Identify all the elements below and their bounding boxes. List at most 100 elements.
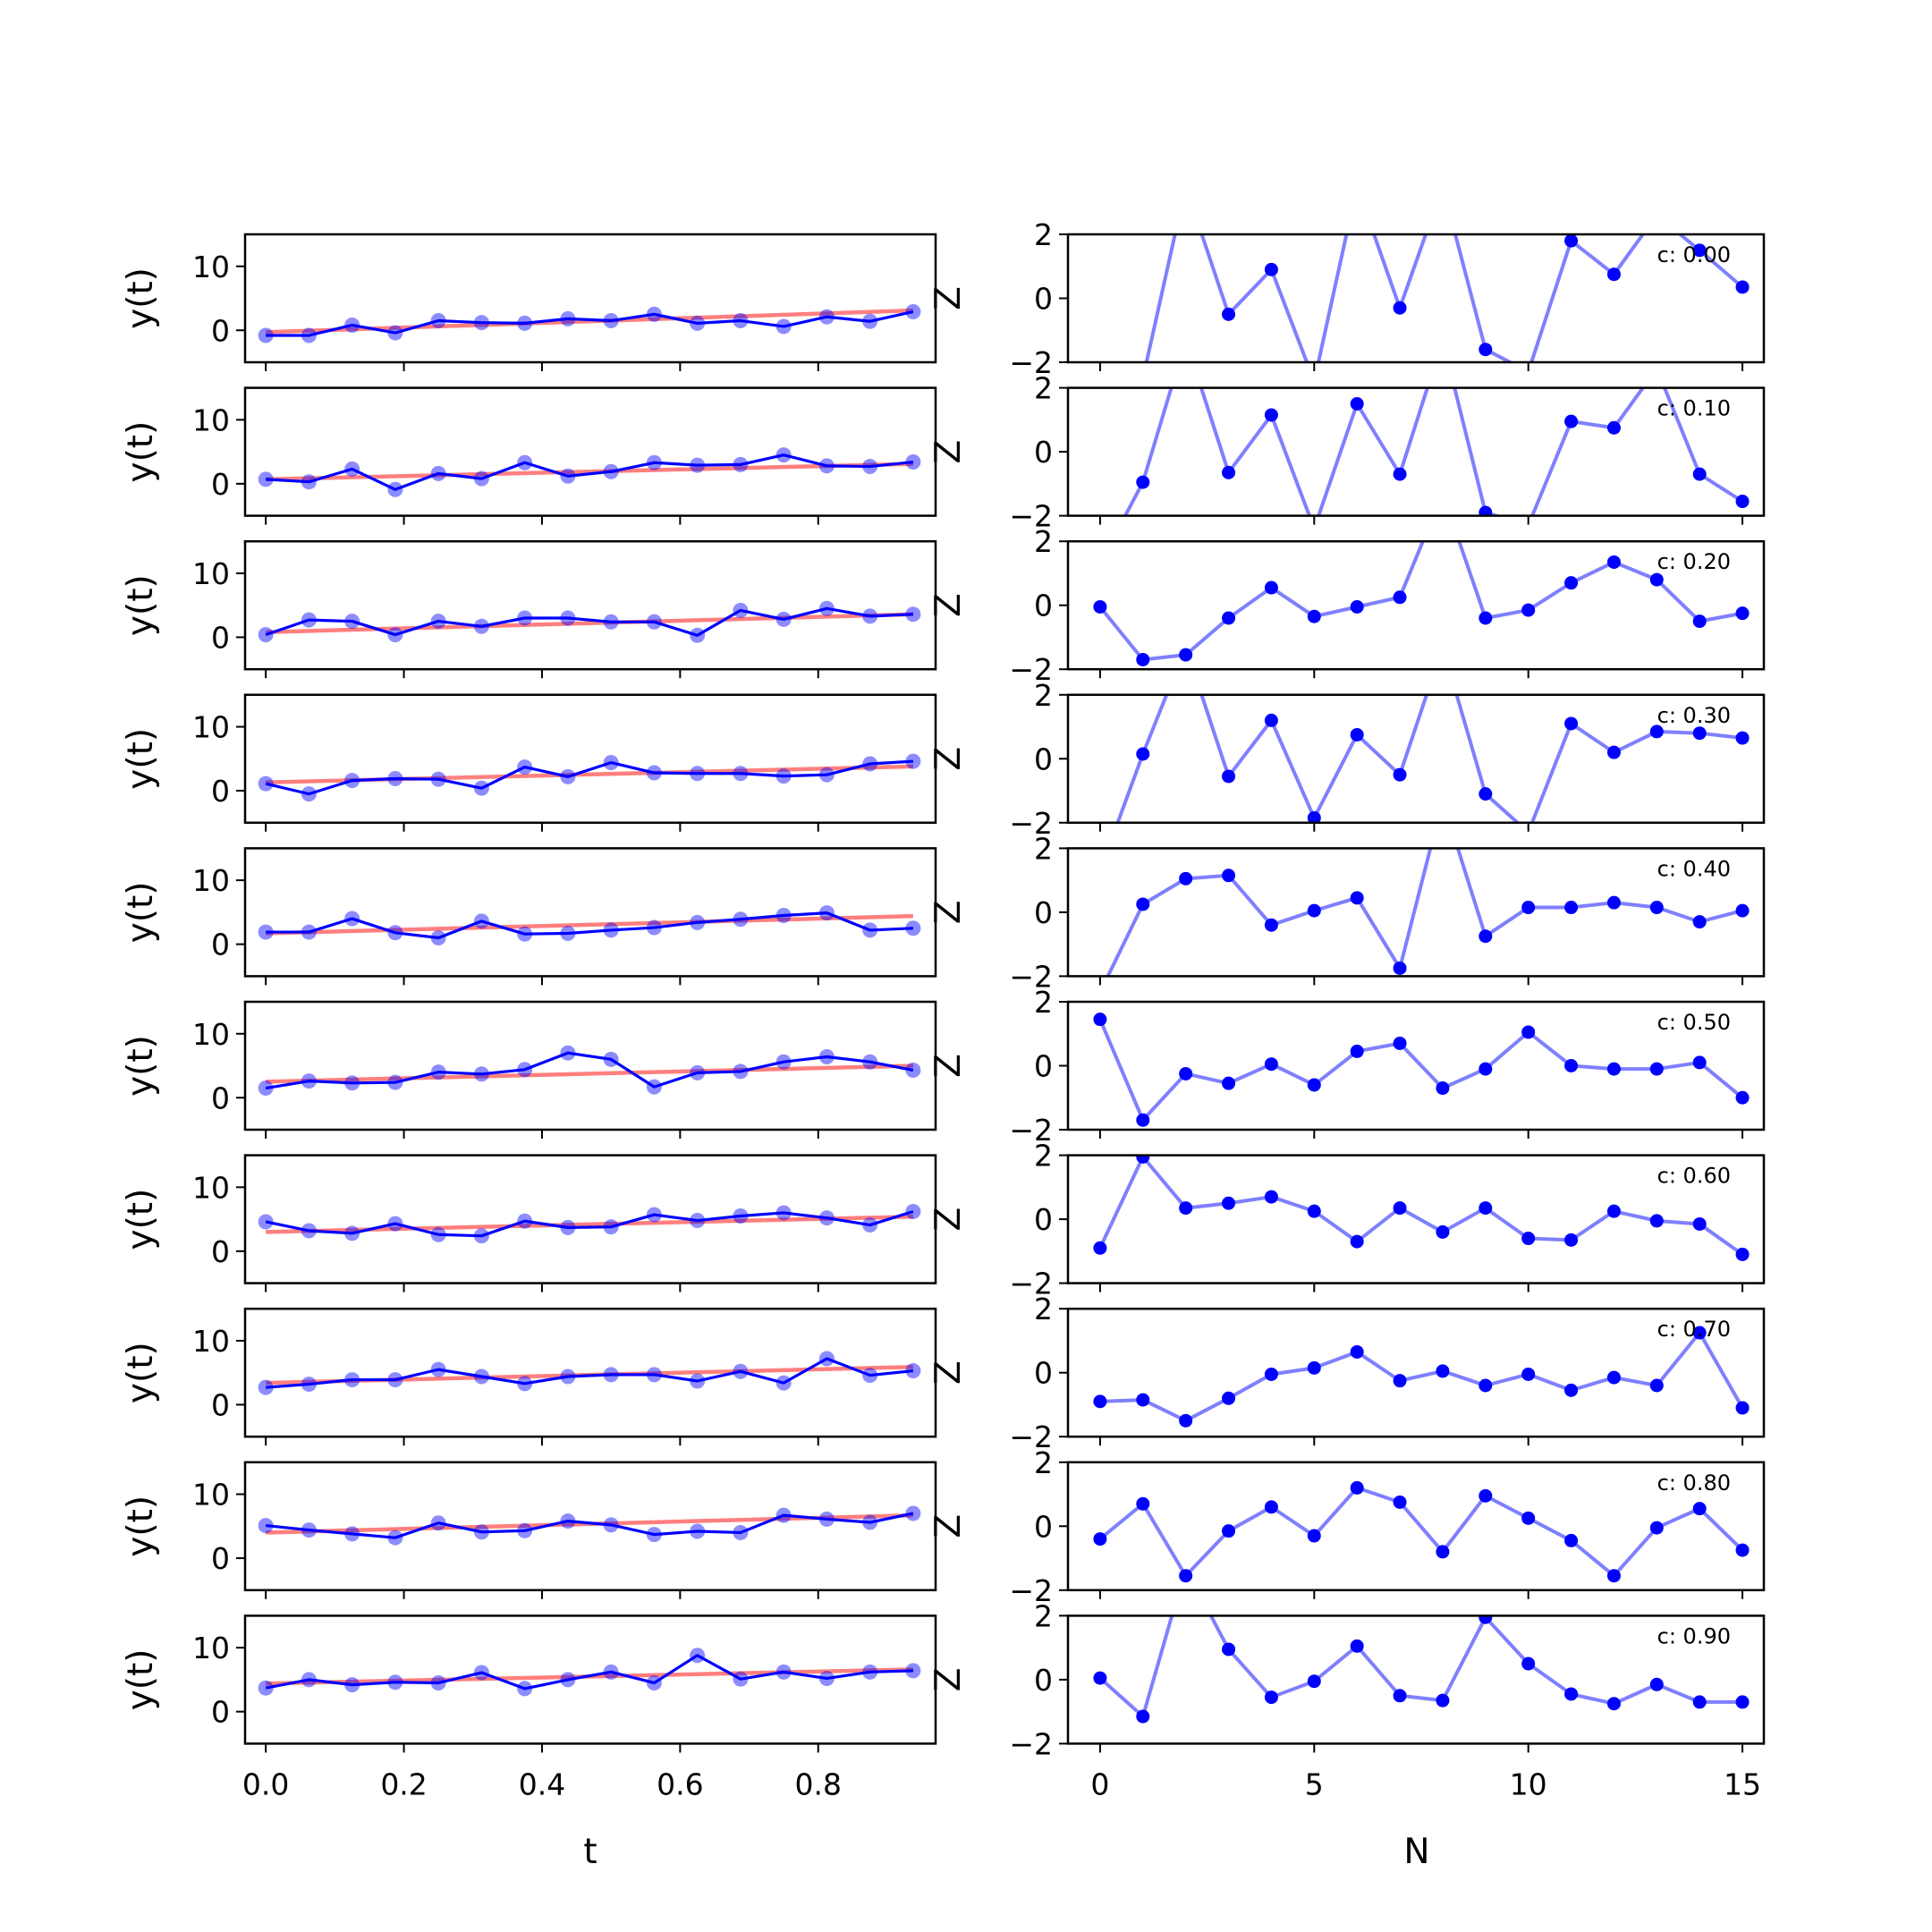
y-axis-label: Z <box>928 901 969 925</box>
right-panel: c: 0.90 −2 0 2 0 5 10 15 Z <box>928 1598 1766 1801</box>
residual-point <box>1093 557 1106 571</box>
residual-point <box>1179 1413 1193 1428</box>
y-axis-label: y(t) <box>121 1648 161 1710</box>
axes-frame <box>243 1307 937 1438</box>
residual-point <box>1393 301 1407 315</box>
residual-point <box>1350 396 1364 411</box>
y-tick-label: 0 <box>1034 1356 1053 1391</box>
left-panel: 0 10 y(t) <box>121 233 937 371</box>
axes-frame <box>243 386 937 517</box>
residual-point <box>1735 280 1750 294</box>
y-axis-label: y(t) <box>121 728 161 790</box>
residual-point <box>1222 1196 1236 1210</box>
subplot-grid: 0 10 y(t) c: 0.00 −2 0 2 Z 0 10 y(t) c: 0.10 −2 0 2 Z 0 1… <box>121 217 1766 1801</box>
residual-point <box>1606 895 1621 910</box>
right-panel: c: 0.40 −2 0 2 Z <box>928 831 1766 994</box>
residual-point <box>1393 961 1407 975</box>
residual-point <box>1093 1671 1107 1685</box>
left-panel: 0 10 y(t) <box>121 386 937 525</box>
residual-point <box>1606 267 1621 282</box>
y-tick-label: 10 <box>192 250 230 284</box>
residual-point <box>1179 1569 1193 1583</box>
residual-point <box>1692 915 1707 929</box>
residual-point <box>1222 1524 1236 1538</box>
y-tick-label: 10 <box>192 1170 230 1205</box>
residual-point <box>1479 1488 1493 1503</box>
residual-point <box>1649 724 1664 739</box>
residual-point <box>1393 767 1407 782</box>
residual-point <box>1264 713 1278 727</box>
right-panel: c: 0.20 −2 0 2 Z <box>928 524 1766 687</box>
residual-line <box>1123 387 1744 516</box>
residual-point <box>1136 652 1150 666</box>
residual-point <box>1264 408 1278 422</box>
panel-label: c: 0.40 <box>1657 856 1731 881</box>
y-axis-label: y(t) <box>121 267 161 329</box>
residual-point <box>1350 1639 1364 1653</box>
y-tick-label: −2 <box>1009 499 1053 534</box>
panel-label: c: 0.90 <box>1657 1623 1731 1648</box>
residual-point <box>1308 375 1321 388</box>
plot-area <box>1144 234 1750 388</box>
residual-point <box>1606 1370 1621 1385</box>
residual-point <box>1735 903 1750 918</box>
panel-label: c: 0.10 <box>1657 396 1731 421</box>
x-tick-label: 0.4 <box>519 1767 565 1801</box>
x-tick-label: 15 <box>1724 1767 1761 1801</box>
residual-point <box>1649 1062 1664 1076</box>
left-panel: 0 10 y(t) <box>121 539 937 679</box>
axes-frame <box>243 1154 937 1284</box>
residual-point <box>1307 1674 1321 1689</box>
trend-line <box>266 462 913 482</box>
y-tick-label: 2 <box>1034 985 1053 1020</box>
residual-point <box>1264 918 1278 932</box>
residual-point <box>1692 726 1707 741</box>
axes-frame <box>243 233 937 364</box>
y-axis-label: Z <box>928 1514 969 1538</box>
residual-point <box>1222 611 1236 625</box>
y-axis-label: y(t) <box>121 1035 161 1097</box>
x-tick-label: 0.6 <box>657 1767 703 1801</box>
plot-area <box>1093 387 1750 571</box>
left-panel: 0 10 y(t) <box>121 693 937 832</box>
residual-point <box>1479 787 1493 801</box>
residual-point <box>1179 648 1193 662</box>
y-tick-label: 2 <box>1034 831 1053 866</box>
observed-line <box>265 1209 914 1238</box>
residual-point <box>1479 1615 1493 1624</box>
left-panel: 0 10 y(t) <box>121 847 937 986</box>
residual-point <box>1264 1367 1278 1381</box>
residual-point <box>1093 1532 1107 1546</box>
plot-area <box>258 1204 921 1244</box>
y-tick-label: 2 <box>1034 1292 1053 1326</box>
x-tick-label: 0.2 <box>380 1767 427 1801</box>
plot-area <box>1093 1480 1750 1583</box>
residual-line <box>1115 694 1743 823</box>
y-axis-label: y(t) <box>121 881 161 943</box>
y-axis-label: y(t) <box>121 574 161 636</box>
residual-point <box>1350 891 1364 905</box>
y-tick-label: −2 <box>1009 806 1053 841</box>
residual-point <box>1479 1378 1493 1393</box>
left-panel: 0 10 y(t) <box>121 1461 937 1599</box>
x-tick-label: 10 <box>1510 1767 1547 1801</box>
residual-point <box>1222 307 1236 321</box>
residual-point <box>1692 1502 1707 1516</box>
left-panel: 0 10 y(t) <box>121 1154 937 1292</box>
residual-point <box>1264 1057 1278 1072</box>
residual-line <box>1099 1331 1744 1423</box>
plot-area <box>1115 640 1750 823</box>
y-tick-label: 0 <box>211 1387 230 1422</box>
y-tick-label: 0 <box>1034 741 1053 776</box>
y-tick-label: −2 <box>1009 1267 1053 1301</box>
observed-line <box>265 606 913 637</box>
plot-area <box>1093 1013 1750 1127</box>
residual-point <box>1479 343 1493 357</box>
residual-point <box>1564 1687 1579 1701</box>
right-panel: c: 0.50 −2 0 2 Z <box>928 985 1766 1148</box>
y-tick-label: −2 <box>1009 1113 1053 1148</box>
residual-point <box>1436 640 1449 654</box>
right-xlabel: N <box>1403 1832 1429 1872</box>
panel-label: c: 0.80 <box>1657 1470 1731 1496</box>
residual-point <box>1649 1214 1664 1228</box>
